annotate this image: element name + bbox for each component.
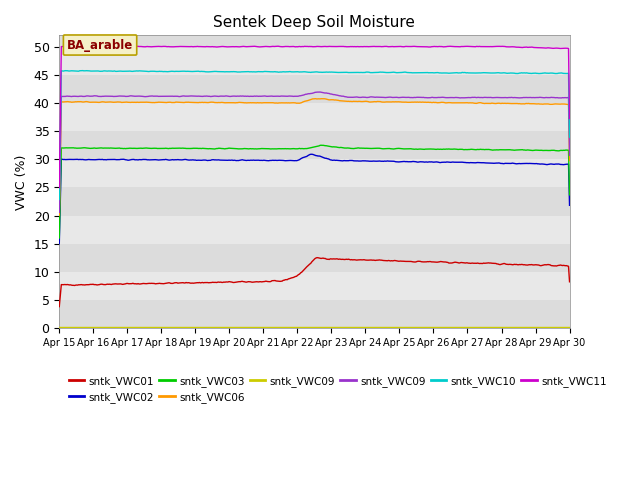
Bar bbox=[60, 47, 570, 75]
Bar bbox=[60, 159, 570, 188]
Bar bbox=[60, 131, 570, 159]
Title: Sentek Deep Soil Moisture: Sentek Deep Soil Moisture bbox=[214, 15, 415, 30]
Legend: sntk_VWC01, sntk_VWC02, sntk_VWC03, sntk_VWC06, sntk_VWC09, sntk_VWC09, sntk_VWC: sntk_VWC01, sntk_VWC02, sntk_VWC03, sntk… bbox=[65, 372, 611, 407]
Bar bbox=[60, 244, 570, 272]
Y-axis label: VWC (%): VWC (%) bbox=[15, 154, 28, 210]
Text: BA_arable: BA_arable bbox=[67, 38, 133, 51]
Bar bbox=[60, 103, 570, 131]
Bar bbox=[60, 188, 570, 216]
Bar bbox=[60, 36, 570, 47]
Bar bbox=[60, 75, 570, 103]
Bar bbox=[60, 300, 570, 328]
Bar bbox=[60, 216, 570, 244]
Bar bbox=[60, 272, 570, 300]
